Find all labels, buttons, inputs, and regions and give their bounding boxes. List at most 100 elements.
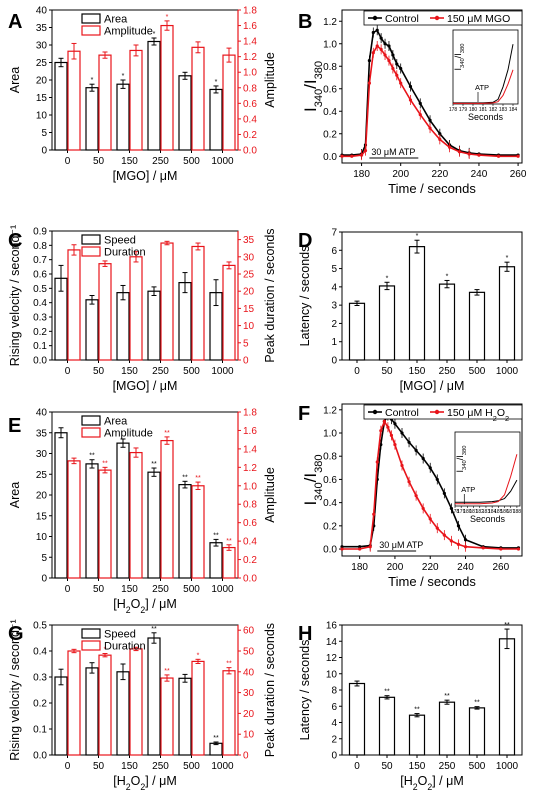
legend-label: Amplitude bbox=[104, 428, 153, 440]
y-right-tick-label: 0.6 bbox=[243, 99, 257, 110]
bar bbox=[408, 714, 426, 756]
y-right-tick-label: 0.6 bbox=[243, 518, 257, 529]
y-tick-label: 20 bbox=[36, 491, 48, 502]
bar bbox=[222, 546, 236, 579]
legend-swatch bbox=[81, 13, 101, 24]
x-tick-label: 150 bbox=[409, 761, 426, 772]
significance-star: ** bbox=[414, 707, 420, 714]
y-tick-label: 1.2 bbox=[323, 17, 337, 28]
y-right-tick-label: 30 bbox=[243, 688, 255, 699]
x-tick-label: 0 bbox=[65, 761, 71, 772]
significance-star: * bbox=[416, 233, 419, 240]
y-tick-label: 35 bbox=[36, 428, 48, 439]
y-right-tick-label: 10 bbox=[243, 730, 255, 741]
significance-star: * bbox=[215, 79, 218, 86]
data-point bbox=[358, 547, 362, 551]
significance-star: * bbox=[166, 14, 169, 21]
y-tick-label: 8 bbox=[331, 686, 337, 697]
plot-frame bbox=[341, 403, 523, 557]
y-tick-label: 0.4 bbox=[33, 647, 47, 658]
bar bbox=[98, 654, 112, 756]
y-right-tick-label: 1.8 bbox=[243, 408, 257, 419]
y-tick-label: 30 bbox=[36, 41, 48, 52]
bar bbox=[498, 266, 516, 361]
bar bbox=[438, 701, 456, 756]
significance-star: ** bbox=[213, 735, 219, 742]
inset-x-axis-label: Seconds bbox=[470, 514, 506, 524]
legend-swatch bbox=[81, 628, 101, 639]
bar bbox=[116, 671, 130, 756]
bar bbox=[378, 285, 396, 361]
data-point bbox=[340, 547, 344, 551]
legend-label: Control bbox=[385, 407, 419, 419]
x-tick-label: 0 bbox=[65, 156, 71, 167]
panel-letter-f: F bbox=[298, 403, 310, 425]
y-tick-label: 0.0 bbox=[33, 751, 47, 762]
bar bbox=[54, 432, 68, 579]
y-tick-label: 5 bbox=[331, 264, 337, 275]
y-tick-label: 0.6 bbox=[323, 475, 337, 486]
data-point bbox=[340, 545, 344, 549]
data-point bbox=[358, 545, 362, 549]
y-right-tick-label: 0.8 bbox=[243, 83, 257, 94]
bar bbox=[378, 696, 396, 756]
data-point bbox=[481, 546, 485, 550]
significance-star: * bbox=[104, 646, 107, 653]
bar bbox=[468, 291, 486, 361]
y-axis-label: Latency / seconds bbox=[298, 246, 312, 347]
x-axis-label: [MGO] / μM bbox=[113, 379, 178, 393]
y-tick-label: 0.4 bbox=[323, 107, 337, 118]
y-right-axis-label: Peak duration / seconds bbox=[263, 623, 277, 757]
inset-x-tick-label: 183 bbox=[482, 509, 491, 515]
y-right-tick-label: 0.8 bbox=[243, 500, 257, 511]
panel-letter-e: E bbox=[8, 415, 21, 437]
y-tick-label: 0.1 bbox=[33, 725, 47, 736]
y-right-tick-label: 20 bbox=[243, 709, 255, 720]
y-right-tick-label: 0.0 bbox=[243, 146, 257, 157]
y-tick-label: 0.8 bbox=[323, 62, 337, 73]
x-tick-label: 0 bbox=[65, 584, 71, 595]
bar bbox=[67, 249, 81, 361]
significance-star: ** bbox=[102, 460, 108, 467]
y-tick-label: 0.8 bbox=[33, 241, 47, 252]
bar bbox=[160, 242, 174, 361]
bar bbox=[348, 682, 366, 756]
x-tick-label: 50 bbox=[93, 584, 105, 595]
bar bbox=[222, 264, 236, 361]
bar bbox=[160, 677, 174, 756]
x-tick-label: 250 bbox=[152, 584, 169, 595]
y-tick-label: 25 bbox=[36, 470, 48, 481]
y-tick-label: 15 bbox=[36, 93, 48, 104]
y-tick-label: 15 bbox=[36, 511, 48, 522]
bar bbox=[178, 484, 192, 579]
y-tick-label: 0.0 bbox=[33, 356, 47, 367]
y-tick-label: 10 bbox=[36, 111, 48, 122]
y-tick-label: 0.5 bbox=[33, 284, 47, 295]
y-tick-label: 5 bbox=[41, 128, 47, 139]
x-tick-label: 250 bbox=[152, 366, 169, 377]
y-tick-label: 0.2 bbox=[323, 129, 337, 140]
bar bbox=[116, 442, 130, 579]
x-tick-label: 500 bbox=[469, 366, 486, 377]
inset-x-axis-label: Seconds bbox=[468, 112, 504, 122]
y-tick-label: 40 bbox=[36, 408, 48, 419]
y-tick-label: 0.3 bbox=[33, 313, 47, 324]
panel-letter-c: C bbox=[8, 230, 22, 252]
y-right-tick-label: 1.6 bbox=[243, 21, 257, 32]
x-tick-label: 1000 bbox=[211, 156, 234, 167]
y-tick-label: 0.3 bbox=[33, 673, 47, 684]
legend-marker bbox=[372, 15, 378, 21]
inset-x-tick-label: 180 bbox=[469, 107, 478, 113]
y-right-axis-label: Peak duration / seconds bbox=[263, 228, 277, 362]
x-tick-label: 260 bbox=[510, 169, 527, 180]
significance-star: ** bbox=[213, 532, 219, 539]
x-tick-label: 1000 bbox=[211, 761, 234, 772]
significance-star: ** bbox=[384, 689, 390, 696]
bar bbox=[147, 637, 161, 756]
inset-chart: 178 179 180 181 182 183 184 ATP Seconds I340/I380 bbox=[449, 29, 519, 122]
plot-frame bbox=[341, 9, 523, 164]
bar bbox=[116, 83, 130, 151]
legend-swatch bbox=[81, 25, 101, 36]
bar bbox=[147, 290, 161, 361]
